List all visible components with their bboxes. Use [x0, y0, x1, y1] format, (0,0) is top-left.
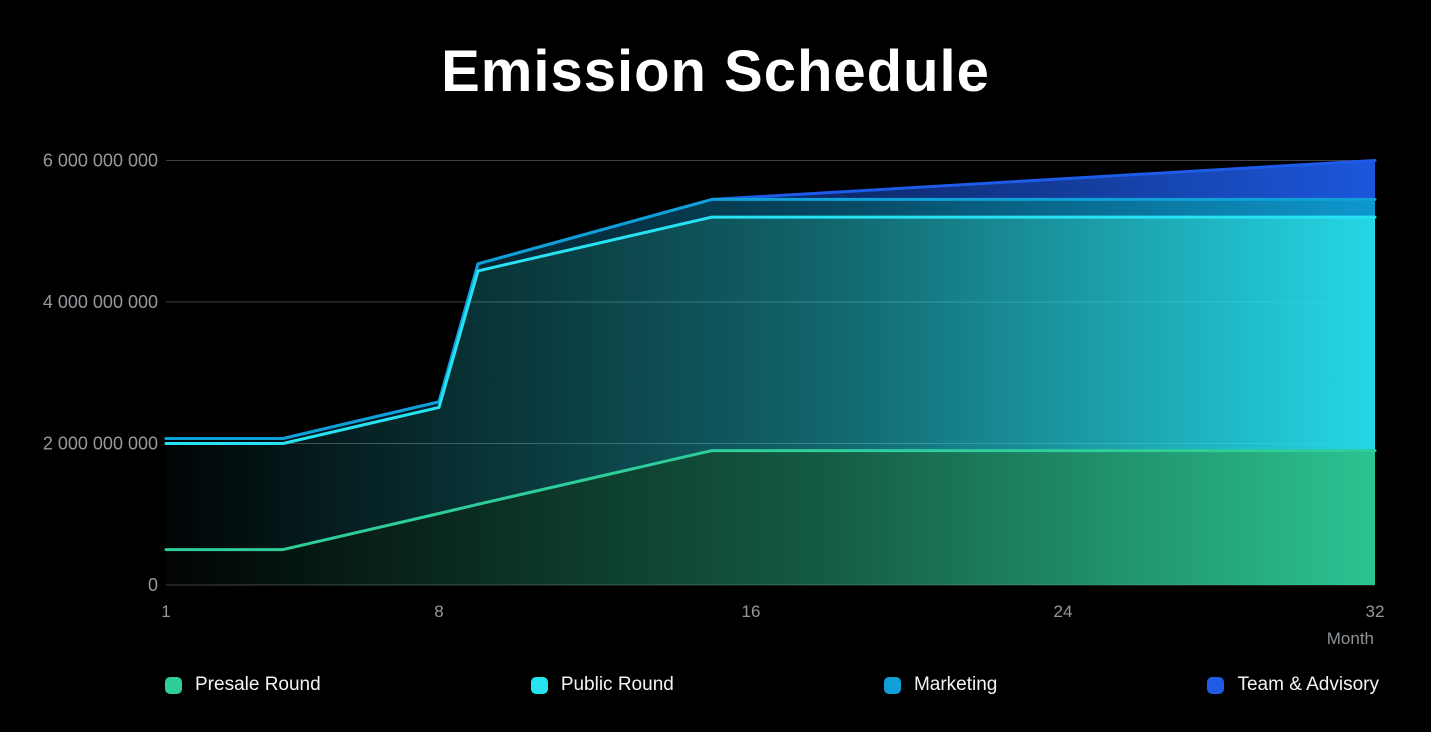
line-presale-round — [164, 449, 1377, 552]
area-public-round — [166, 217, 1375, 550]
legend-item-public-round[interactable]: Public Round — [530, 674, 674, 696]
x-axis-title: Month — [1326, 629, 1374, 648]
legend-swatch-icon — [1207, 676, 1225, 694]
area-presale-round — [166, 450, 1375, 585]
x-tick-label: 8 — [434, 602, 443, 621]
legend-swatch-icon — [530, 676, 548, 694]
chart-title: Emission Schedule — [441, 39, 990, 104]
legend-label: Public Round — [560, 674, 674, 695]
x-tick-label: 24 — [1054, 602, 1073, 621]
area-team-advisory — [166, 160, 1375, 439]
x-tick-label: 16 — [742, 602, 761, 621]
line-marketing — [164, 197, 1377, 440]
legend-swatch-icon — [165, 676, 182, 694]
legend-item-presale-round[interactable]: Presale Round — [165, 674, 321, 696]
legend-label: Presale Round — [195, 674, 321, 695]
y-tick-label: 2 000 000 000 — [43, 434, 158, 454]
legend-label: Team & Advisory — [1237, 674, 1379, 695]
x-tick-label: 1 — [161, 602, 170, 621]
legend-item-marketing[interactable]: Marketing — [883, 674, 998, 696]
y-tick-label: 6 000 000 000 — [43, 151, 158, 171]
line-public-round — [164, 215, 1377, 445]
legend-item-team-advisory[interactable]: Team & Advisory — [1207, 674, 1379, 696]
y-tick-label: 4 000 000 000 — [43, 292, 158, 312]
legend-label: Marketing — [913, 674, 998, 695]
chart-legend: Presale Round Public Round Marketing Team &… — [165, 674, 1379, 696]
y-tick-label: 0 — [148, 575, 158, 595]
x-tick-label: 32 — [1366, 602, 1385, 621]
legend-swatch-icon — [883, 676, 901, 694]
